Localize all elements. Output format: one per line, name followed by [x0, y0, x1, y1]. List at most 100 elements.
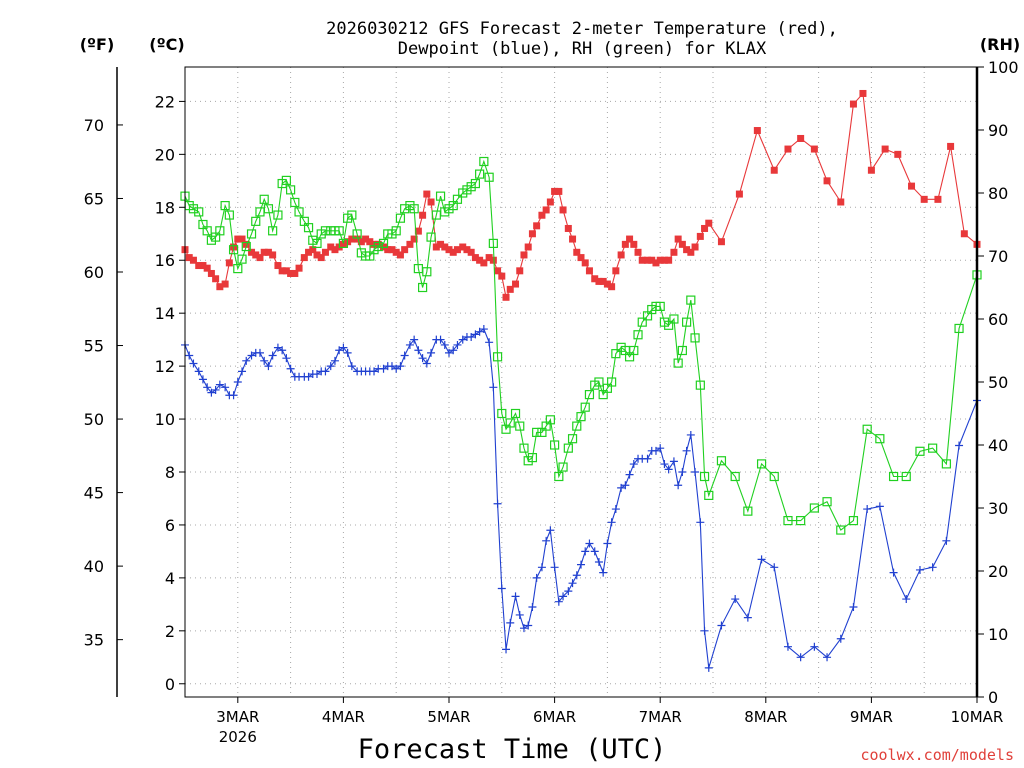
- temperature-point: [374, 240, 382, 248]
- temperature-point: [317, 254, 325, 262]
- temperature-point: [638, 256, 646, 264]
- rh-point: [743, 506, 753, 516]
- rh-point: [545, 415, 555, 425]
- rh-point: [669, 314, 679, 324]
- dewpoint-point: [863, 505, 872, 514]
- rh-tick-label: 40: [988, 436, 1008, 455]
- rh-point: [954, 323, 964, 334]
- rh-point: [915, 446, 925, 456]
- temperature-point: [717, 238, 725, 246]
- x-tick-label: 8MAR: [744, 708, 787, 726]
- x-tick-label: 10MAR: [951, 708, 1004, 726]
- dewpoint-point: [247, 351, 256, 360]
- dewpoint-point: [823, 653, 832, 662]
- x-tick-label: 9MAR: [850, 708, 893, 726]
- rh-point: [809, 503, 819, 513]
- dewpoint-point: [260, 356, 269, 365]
- temperature-point: [185, 254, 193, 262]
- rh-point: [584, 390, 595, 400]
- dewpoint-point: [475, 327, 484, 336]
- temperature-point: [498, 272, 506, 280]
- temperature-point: [520, 251, 528, 259]
- rh-point: [576, 412, 586, 422]
- rh-point: [246, 229, 257, 239]
- temperature-point: [489, 256, 497, 264]
- dewpoint-point: [185, 351, 194, 360]
- temperature-point: [670, 248, 678, 256]
- rh-line: [184, 159, 978, 531]
- temperature-point: [546, 198, 554, 206]
- temperature-point: [564, 224, 572, 232]
- rh-point: [273, 210, 283, 220]
- dewpoint-point: [572, 571, 581, 580]
- rh-point: [320, 226, 331, 236]
- rh-point: [224, 210, 234, 220]
- rh-tick-label: 100: [988, 58, 1019, 77]
- x-axis-title: Forecast Time (UTC): [358, 734, 667, 765]
- temperature-point: [573, 248, 581, 256]
- celsius-tick-label: 14: [155, 304, 175, 323]
- temperature-point: [471, 254, 479, 262]
- temperature-point: [252, 251, 260, 259]
- dewpoint-point: [392, 364, 401, 373]
- chart-title-line-1: 2026030212 GFS Forecast 2-meter Temperat…: [326, 19, 838, 39]
- temperature-point: [705, 219, 713, 227]
- temperature-point: [401, 246, 409, 254]
- temperature-point: [441, 243, 449, 251]
- temperature-point: [291, 269, 299, 277]
- dewpoint-point: [743, 613, 752, 622]
- temperature-point: [410, 235, 418, 243]
- rh-point: [549, 440, 560, 450]
- dewpoint-point: [418, 354, 427, 363]
- dewpoint-point: [955, 441, 964, 450]
- plot-frame: [184, 66, 978, 698]
- temperature-point: [634, 248, 642, 256]
- celsius-tick-label: 12: [155, 357, 175, 376]
- celsius-tick-label: 4: [165, 569, 175, 588]
- dewpoint-point: [422, 359, 431, 368]
- dewpoint-point: [449, 346, 458, 355]
- temperature-point: [823, 177, 831, 185]
- dewpoint-point: [629, 460, 638, 469]
- rh-point: [194, 207, 204, 217]
- rh-point: [888, 471, 899, 482]
- rh-tick-label: 30: [988, 499, 1008, 518]
- dewpoint-point: [396, 362, 405, 371]
- rh-point: [901, 471, 911, 482]
- dewpoint-point: [651, 446, 660, 455]
- dewpoint-point: [400, 351, 409, 360]
- rh-point: [862, 424, 872, 434]
- grid-layer: [185, 67, 977, 697]
- dewpoint-point: [564, 587, 573, 596]
- dewpoint-point: [286, 364, 295, 373]
- rh-point: [251, 216, 261, 226]
- dewpoint-point: [282, 354, 291, 363]
- dewpoint-point: [479, 325, 488, 334]
- rh-point: [664, 320, 674, 330]
- temperature-point: [305, 248, 313, 256]
- temperature-point: [849, 100, 857, 108]
- temperature-point: [797, 134, 805, 142]
- dewpoint-point: [229, 391, 238, 400]
- dewpoint-point: [493, 499, 502, 508]
- dewpoint-point: [268, 351, 277, 360]
- rh-point: [228, 245, 239, 255]
- dewpoint-point: [770, 563, 779, 572]
- rh-point: [497, 408, 507, 419]
- dewpoint-point: [643, 454, 652, 463]
- dewpoint-point: [599, 568, 608, 577]
- dewpoint-point: [928, 563, 937, 572]
- rh-point: [488, 238, 498, 248]
- dewpoint-point: [550, 563, 559, 572]
- dewpoint-point: [875, 502, 884, 511]
- temperature-point: [644, 256, 652, 264]
- dewpoint-point: [607, 518, 616, 527]
- temperature-point: [432, 243, 440, 251]
- rh-point: [633, 330, 643, 340]
- temperature-point: [278, 267, 286, 275]
- rh-point: [426, 232, 436, 242]
- temperature-point: [321, 248, 329, 256]
- temperature-point: [189, 256, 197, 264]
- dewpoint-point: [405, 340, 414, 349]
